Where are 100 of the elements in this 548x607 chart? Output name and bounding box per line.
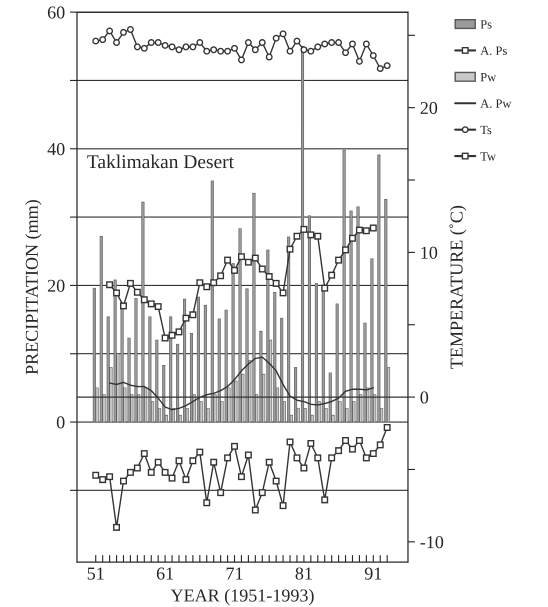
- point: [176, 46, 182, 54]
- point: [168, 332, 176, 339]
- point: [328, 39, 336, 46]
- point: [106, 27, 114, 34]
- point: [307, 48, 314, 55]
- point: [210, 279, 218, 286]
- point: [384, 424, 391, 431]
- point: [224, 454, 232, 462]
- point: [154, 303, 162, 310]
- point: [328, 454, 336, 462]
- bar: [350, 210, 353, 422]
- y2-tick-label: -10: [420, 536, 444, 548]
- point: [203, 48, 210, 55]
- point: [92, 472, 100, 479]
- point: [356, 437, 363, 444]
- point: [266, 54, 273, 60]
- point: [196, 279, 204, 286]
- point: [224, 48, 232, 55]
- point: [321, 40, 328, 48]
- point: [370, 224, 377, 232]
- bar: [238, 228, 242, 422]
- point: [272, 478, 280, 485]
- point: [203, 283, 210, 290]
- x-tick-label: 51: [88, 568, 104, 580]
- point: [349, 446, 356, 453]
- x-tick-label: 91: [364, 568, 382, 580]
- point: [113, 39, 120, 46]
- point: [196, 448, 204, 456]
- bar: [100, 236, 103, 422]
- point: [182, 314, 190, 322]
- point: [210, 458, 218, 466]
- bar: [363, 322, 366, 422]
- bar: [266, 250, 270, 422]
- point: [168, 43, 176, 50]
- point: [162, 42, 169, 49]
- point: [293, 454, 300, 462]
- point: [189, 311, 196, 318]
- point: [134, 288, 141, 296]
- point: [314, 454, 322, 462]
- point: [106, 473, 114, 480]
- point: [176, 328, 182, 336]
- bar: [370, 258, 374, 422]
- point: [134, 43, 141, 50]
- bar: [169, 316, 172, 422]
- x-tick-label: 71: [226, 568, 242, 580]
- point: [252, 46, 259, 54]
- point: [238, 253, 245, 260]
- point: [238, 56, 245, 64]
- point: [266, 458, 273, 466]
- y-tick-label: 60: [48, 6, 64, 19]
- point: [252, 506, 259, 514]
- point: [272, 34, 280, 42]
- point: [182, 476, 190, 484]
- bar: [155, 340, 158, 422]
- point: [217, 489, 224, 496]
- point: [99, 36, 106, 44]
- point: [99, 476, 106, 484]
- point: [321, 284, 328, 292]
- point: [113, 524, 120, 531]
- point: [328, 272, 336, 279]
- bar: [308, 215, 311, 422]
- x-axis-title: YEAR (1951-1993): [170, 588, 314, 606]
- point: [140, 450, 148, 458]
- point: [321, 496, 328, 504]
- bar: [356, 206, 360, 422]
- point: [189, 457, 196, 464]
- y2-tick-label: 20: [420, 102, 438, 114]
- point: [217, 48, 224, 55]
- point: [106, 281, 114, 288]
- point: [300, 226, 308, 233]
- point: [280, 502, 287, 510]
- point: [376, 65, 384, 72]
- point: [342, 49, 350, 56]
- bar: [196, 296, 200, 422]
- point: [140, 44, 148, 52]
- bar: [210, 180, 214, 422]
- y2-tick-label: 0: [420, 391, 428, 404]
- point: [189, 43, 196, 50]
- point: [362, 227, 370, 234]
- bar: [106, 316, 110, 422]
- point: [224, 256, 232, 264]
- point: [176, 457, 182, 464]
- legend-label: Pw: [480, 73, 496, 82]
- point: [349, 234, 356, 242]
- point: [384, 62, 391, 70]
- y-tick-label: 20: [48, 280, 64, 292]
- point: [126, 26, 134, 33]
- bar: [128, 338, 131, 422]
- point: [244, 452, 252, 458]
- y2-tick-label: 10: [421, 246, 438, 259]
- point: [342, 437, 350, 444]
- point: [203, 499, 210, 506]
- y2-axis-title: TEMPERATURE (˚C): [449, 206, 466, 369]
- point: [148, 300, 155, 308]
- bar: [232, 263, 235, 422]
- y-tick-label: 0: [56, 416, 64, 428]
- bar: [294, 367, 298, 422]
- bar: [114, 280, 117, 422]
- bar: [336, 304, 339, 422]
- bar: [328, 372, 332, 422]
